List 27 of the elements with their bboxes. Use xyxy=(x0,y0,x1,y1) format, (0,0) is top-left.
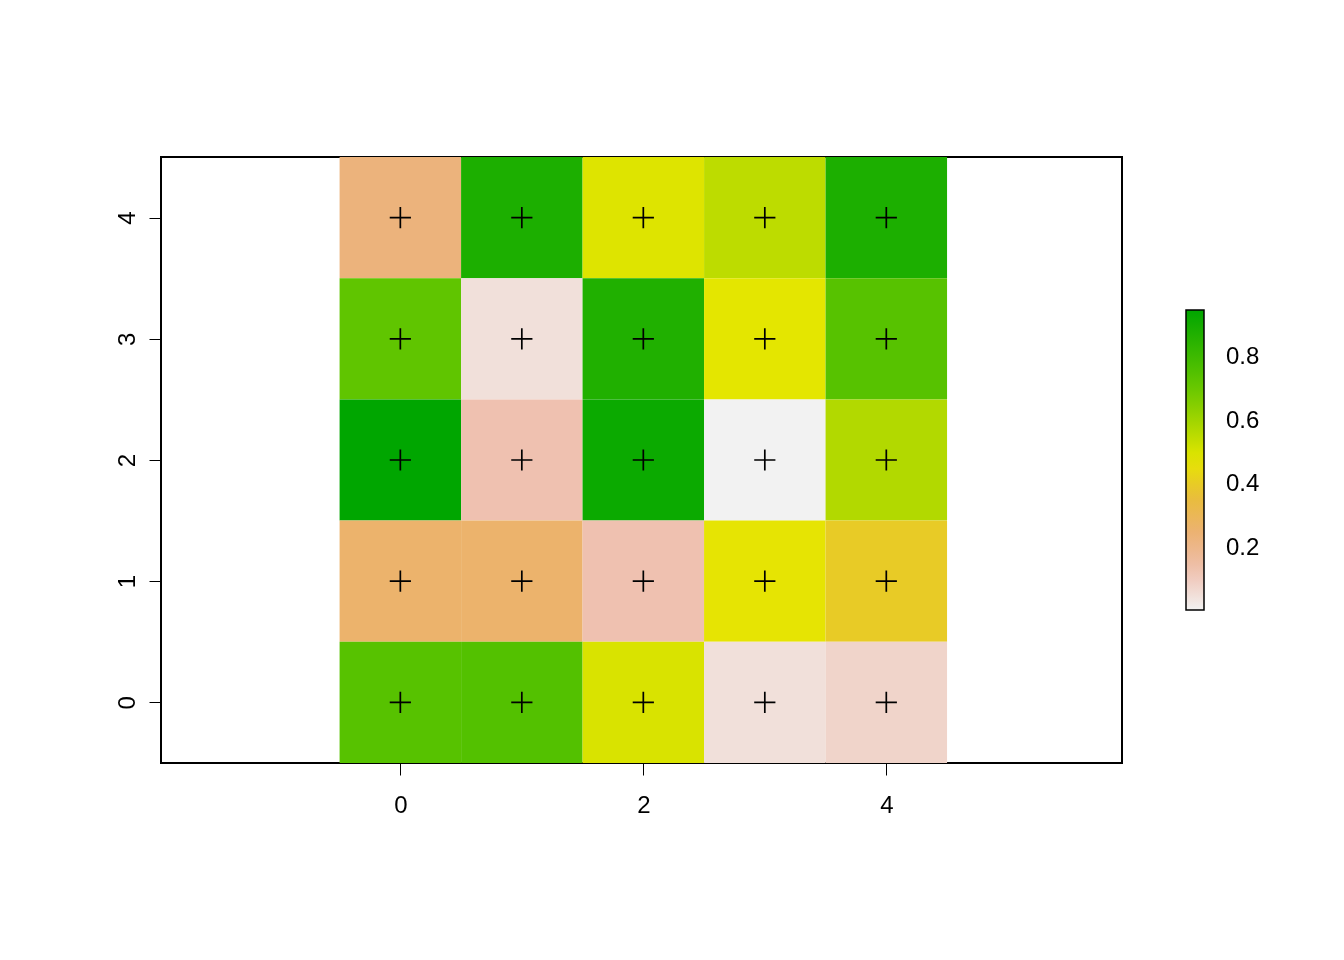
x-tick-label: 2 xyxy=(637,790,651,818)
y-tick-label: 3 xyxy=(112,332,140,346)
point xyxy=(389,449,411,471)
y-tick-label: 0 xyxy=(112,696,140,710)
y-tick-label: 4 xyxy=(112,211,140,225)
point xyxy=(632,328,654,350)
point xyxy=(754,328,776,350)
point xyxy=(511,449,533,471)
point xyxy=(632,449,654,471)
point xyxy=(632,570,654,592)
y-tick-label: 1 xyxy=(112,575,140,589)
point xyxy=(511,570,533,592)
x-tick-label: 0 xyxy=(394,790,408,818)
point xyxy=(875,328,897,350)
point xyxy=(389,570,411,592)
point xyxy=(389,328,411,350)
point xyxy=(875,449,897,471)
x-tick-label: 4 xyxy=(880,790,894,818)
y-tick-label: 2 xyxy=(112,453,140,468)
color-bar-label: 0.6 xyxy=(1226,405,1260,433)
point xyxy=(754,570,776,592)
color-bar-label: 0.8 xyxy=(1226,341,1260,369)
point xyxy=(875,570,897,592)
point xyxy=(511,328,533,350)
point xyxy=(754,449,776,471)
color-bar-label: 0.4 xyxy=(1226,469,1260,497)
color-bar-label: 0.2 xyxy=(1226,533,1260,561)
